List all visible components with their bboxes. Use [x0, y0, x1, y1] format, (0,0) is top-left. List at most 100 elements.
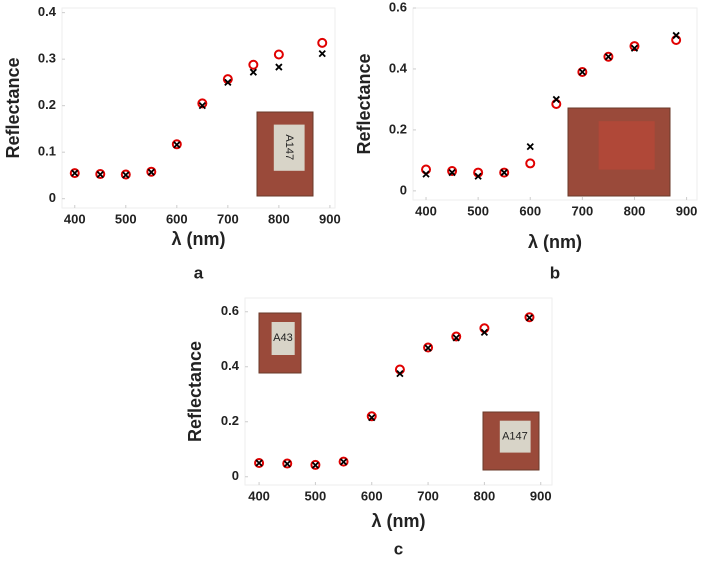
data-point [146, 166, 157, 177]
x-tick-label: 800 [624, 203, 646, 218]
data-point [526, 143, 534, 151]
data-point [317, 37, 328, 48]
y-tick-label: 0.3 [38, 51, 56, 66]
plot-area [244, 297, 553, 486]
data-point [500, 168, 508, 177]
data-point [249, 68, 257, 76]
data-point [95, 169, 106, 180]
data-point [311, 461, 320, 469]
data-point [338, 456, 349, 467]
y-tick-label: 0.6 [221, 303, 239, 318]
x-tick-label: 900 [319, 211, 341, 226]
x-axis-label: λ (nm) [528, 232, 582, 252]
data-point [447, 166, 458, 177]
panel-label: c [394, 539, 403, 558]
x-tick-label: 800 [474, 488, 496, 503]
data-point [283, 460, 291, 468]
y-axis-label: Reflectance [3, 57, 23, 158]
x-tick-label: 700 [572, 203, 594, 218]
data-point [524, 312, 535, 323]
inset-label: A43 [273, 332, 293, 344]
data-point [248, 59, 259, 70]
y-tick-label: 0.4 [221, 358, 240, 373]
data-point [368, 413, 376, 422]
data-point [422, 170, 430, 178]
x-tick-label: 500 [115, 211, 137, 226]
data-point [147, 168, 155, 176]
data-point [604, 53, 613, 61]
data-point [578, 68, 586, 76]
data-point [198, 102, 206, 110]
y-tick-label: 0 [400, 182, 407, 197]
plot-area [412, 7, 698, 201]
data-point [254, 458, 265, 468]
x-tick-label: 600 [519, 203, 541, 218]
data-point [577, 67, 588, 77]
data-point [629, 41, 640, 52]
data-point [71, 169, 79, 177]
data-point [474, 172, 482, 180]
data-point [275, 63, 283, 71]
data-point [672, 31, 680, 40]
data-point [197, 98, 208, 109]
data-point [448, 168, 456, 177]
y-tick-label: 0.1 [38, 144, 56, 159]
x-tick-label: 800 [268, 211, 290, 226]
inset-detail [499, 420, 531, 453]
inset-label: A147 [502, 430, 528, 442]
data-point [120, 169, 131, 180]
data-point [396, 369, 404, 378]
y-axis-label: Reflectance [354, 53, 374, 154]
x-tick-label: 500 [467, 203, 489, 218]
y-tick-label: 0.2 [38, 97, 56, 112]
data-point [310, 459, 321, 470]
y-axis-label: Reflectance [185, 341, 205, 442]
y-tick-label: 0.4 [38, 4, 57, 19]
data-point [423, 342, 434, 353]
inset-detail [273, 124, 305, 171]
x-tick-label: 700 [217, 211, 239, 226]
x-tick-label: 500 [305, 488, 327, 503]
x-tick-label: 400 [415, 203, 437, 218]
data-point [552, 95, 560, 104]
data-point [282, 458, 293, 469]
data-point [318, 49, 326, 58]
panel-label: a [194, 263, 204, 282]
data-point [452, 334, 460, 342]
x-tick-label: 600 [166, 211, 188, 226]
inset-detail [271, 322, 295, 355]
data-point [424, 344, 432, 352]
data-point [394, 364, 405, 375]
x-tick-label: 400 [64, 211, 86, 226]
data-point [224, 78, 232, 87]
x-tick-label: 400 [248, 488, 270, 503]
data-point [525, 158, 536, 169]
data-point [171, 139, 182, 150]
x-tick-label: 700 [417, 488, 439, 503]
data-point [479, 323, 490, 334]
x-axis-label: λ (nm) [372, 511, 426, 531]
data-point [480, 328, 489, 337]
panel-label: b [550, 263, 560, 282]
data-point [525, 314, 534, 322]
plot-area [61, 7, 336, 209]
data-point [451, 331, 462, 342]
data-point [499, 167, 510, 178]
x-axis-label: λ (nm) [172, 229, 226, 249]
y-tick-label: 0 [49, 190, 56, 205]
data-point [96, 170, 104, 179]
data-point [173, 141, 181, 149]
y-tick-label: 0.2 [221, 413, 239, 428]
y-tick-label: 0.6 [389, 0, 407, 14]
data-point [255, 459, 263, 467]
y-tick-label: 0.2 [389, 121, 407, 136]
data-point [273, 49, 284, 60]
data-point [122, 171, 130, 179]
data-point [339, 458, 348, 466]
inset-detail [598, 121, 655, 170]
x-tick-label: 900 [676, 203, 698, 218]
data-point [366, 411, 377, 422]
data-point [69, 168, 80, 179]
data-point [603, 51, 614, 62]
